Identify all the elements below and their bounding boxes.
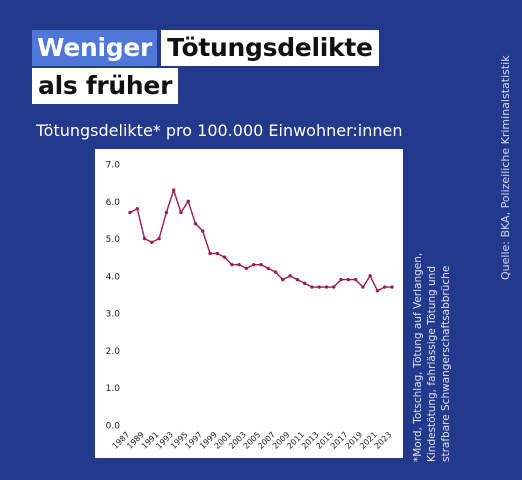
data-point <box>368 274 372 278</box>
data-point <box>288 274 292 278</box>
data-point <box>186 199 190 203</box>
data-point <box>302 281 307 286</box>
title-highlight-word: Weniger <box>32 30 158 66</box>
data-point <box>317 285 321 289</box>
footnote: *Mord, Totschlag, Tötung auf Verlangen, … <box>412 252 452 462</box>
chart-subtitle: Tötungsdelikte* pro 100.000 Einwohner:in… <box>36 121 403 140</box>
line-chart: 0.0 1.0 2.0 3.0 4.0 5.0 6.0 7.0 198719891991199… <box>106 161 394 451</box>
y-tick-label: 5.0 <box>106 235 121 245</box>
source-note: Quelle: BKA, Polizeiliche Kriminalstatis… <box>499 55 512 280</box>
data-point <box>193 221 198 226</box>
data-point <box>390 285 394 289</box>
data-point <box>171 188 176 192</box>
title-word: Tötungsdelikte <box>161 30 379 66</box>
data-point <box>164 210 169 215</box>
data-point <box>230 262 234 267</box>
data-point <box>324 285 329 289</box>
data-point <box>332 285 336 289</box>
data-point <box>179 210 183 215</box>
data-point <box>295 277 300 282</box>
data-point <box>135 207 139 211</box>
data-point <box>222 255 227 259</box>
title-line-2-text: als früher <box>32 68 179 104</box>
y-tick-label: 3.0 <box>106 310 121 320</box>
x-axis: 1987198919911993199519971999200120032005… <box>111 430 394 451</box>
chart-panel: 0.0 1.0 2.0 3.0 4.0 5.0 6.0 7.0 1987 1989 1991 199… <box>95 149 403 458</box>
data-point <box>237 262 241 267</box>
x-tick-label: 2023 <box>373 430 394 451</box>
data-point <box>361 285 365 289</box>
series <box>128 188 394 293</box>
y-tick-label: 6.0 <box>106 198 121 208</box>
data-point <box>273 270 278 274</box>
title-line-2: als früher <box>32 68 179 104</box>
data-point <box>281 277 285 282</box>
data-point <box>157 236 161 241</box>
data-point <box>310 285 314 289</box>
y-tick-label: 1.0 <box>106 384 121 394</box>
data-point <box>375 289 380 293</box>
data-point <box>259 262 263 267</box>
data-point <box>150 240 154 244</box>
data-point <box>383 285 387 289</box>
data-point <box>128 210 132 215</box>
data-point <box>244 266 249 271</box>
y-tick-label: 2.0 <box>106 347 121 357</box>
data-point <box>252 262 256 267</box>
data-point <box>142 236 147 241</box>
y-tick-label: 4.0 <box>106 272 121 282</box>
data-point <box>201 229 205 233</box>
data-point <box>353 277 358 282</box>
y-tick-label: 7.0 <box>106 161 121 171</box>
series-line <box>129 189 392 292</box>
data-point <box>208 251 212 256</box>
y-tick-label: 0.0 <box>106 422 121 432</box>
data-point <box>266 266 270 271</box>
data-point <box>346 277 351 282</box>
data-point <box>339 277 343 282</box>
y-axis: 0.0 1.0 2.0 3.0 4.0 5.0 6.0 7.0 <box>106 161 121 432</box>
data-point <box>215 251 220 256</box>
title-line-1: Weniger Tötungsdelikte <box>32 30 379 66</box>
